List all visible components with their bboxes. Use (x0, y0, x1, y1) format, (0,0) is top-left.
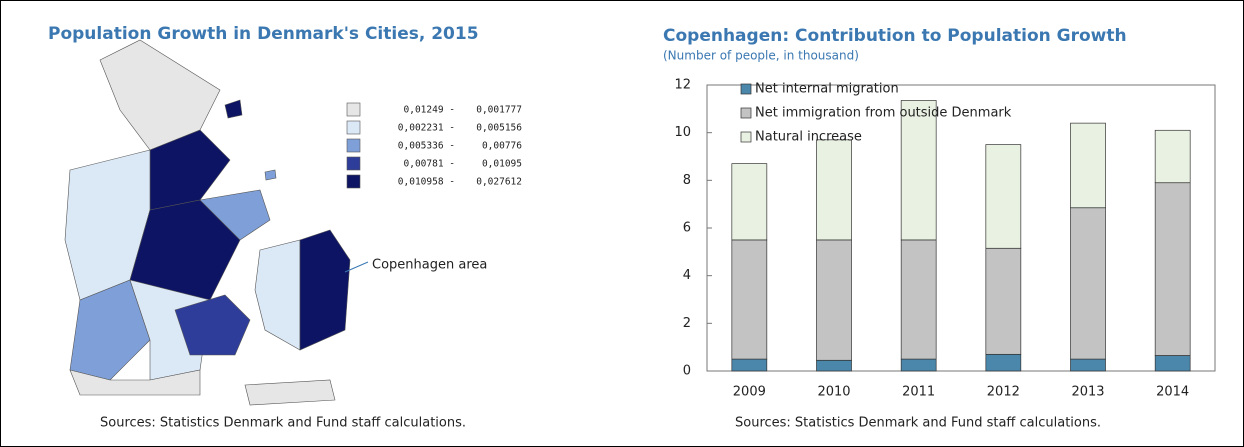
legend-swatch (346, 120, 361, 135)
y-tick-label: 0 (683, 364, 691, 379)
legend-to: 0,005156 (476, 123, 522, 134)
annotation: Copenhagen area (372, 258, 487, 273)
legend-from: 0,005336 - (398, 141, 455, 152)
bar-segment (900, 239, 937, 360)
bar-segment (731, 239, 768, 360)
region (254, 239, 301, 351)
bar-segment (731, 163, 768, 241)
legend-swatch (346, 174, 361, 189)
region (174, 294, 251, 356)
legend-to: 0,00776 (482, 141, 522, 152)
legend-from: 0,010958 - (398, 177, 455, 188)
y-tick-label: 12 (674, 78, 691, 93)
bar-segment (985, 247, 1022, 355)
legend-to: 0,01095 (482, 159, 522, 170)
legend-from: 0,01249 - (404, 105, 455, 116)
annotation-line (344, 261, 369, 273)
bar-segment (900, 100, 937, 241)
x-tick-label: 2010 (817, 385, 850, 400)
bar-segment (1070, 207, 1106, 360)
bar-segment (1070, 358, 1106, 372)
legend-to: 0,027612 (476, 177, 522, 188)
region (224, 99, 243, 119)
chart-subtitle: (Number of people, in thousand) (663, 49, 859, 63)
bar-segment (816, 139, 852, 241)
legend-swatch (346, 102, 361, 117)
region (129, 199, 241, 301)
region (69, 279, 151, 381)
legend-label: Net internal migration (755, 82, 899, 97)
bar-segment (731, 358, 768, 372)
bar-segment (1154, 182, 1191, 356)
map (64, 39, 351, 406)
x-tick-label: 2014 (1156, 385, 1189, 400)
legend-swatch (346, 138, 361, 153)
map-source: Sources: Statistics Denmark and Fund sta… (100, 416, 466, 431)
region (69, 369, 201, 396)
bar-segment (985, 353, 1022, 372)
region (244, 379, 336, 406)
legend-label: Natural increase (755, 130, 862, 145)
bar-segment (985, 144, 1022, 249)
y-tick-label: 4 (683, 268, 691, 283)
y-tick-label: 8 (683, 173, 691, 188)
bar-segment (900, 358, 937, 372)
bar-segment (1070, 122, 1106, 209)
bar-segment (816, 359, 852, 372)
chart-title: Copenhagen: Contribution to Population G… (663, 26, 1127, 46)
y-tick-label: 6 (683, 221, 691, 236)
region (299, 229, 351, 351)
legend-swatch (740, 107, 752, 119)
legend-from: 0,00781 - (404, 159, 455, 170)
bar-segment (1154, 355, 1191, 372)
y-tick-label: 2 (683, 316, 691, 331)
region (199, 189, 271, 241)
y-tick-label: 10 (674, 125, 691, 140)
legend-swatch (346, 156, 361, 171)
region (264, 169, 277, 181)
legend-to: 0,001777 (476, 105, 522, 116)
x-tick-label: 2009 (733, 385, 766, 400)
map-title: Population Growth in Denmark's Cities, 2… (48, 24, 479, 44)
legend-swatch (740, 83, 752, 95)
x-tick-label: 2012 (987, 385, 1020, 400)
bar-segment (816, 239, 852, 361)
legend-from: 0,002231 - (398, 123, 455, 134)
x-tick-label: 2011 (902, 385, 935, 400)
legend-label: Net immigration from outside Denmark (755, 106, 1012, 121)
legend-swatch (740, 131, 752, 143)
chart-source: Sources: Statistics Denmark and Fund sta… (735, 416, 1101, 431)
bar-segment (1154, 129, 1191, 184)
x-tick-label: 2013 (1071, 385, 1104, 400)
